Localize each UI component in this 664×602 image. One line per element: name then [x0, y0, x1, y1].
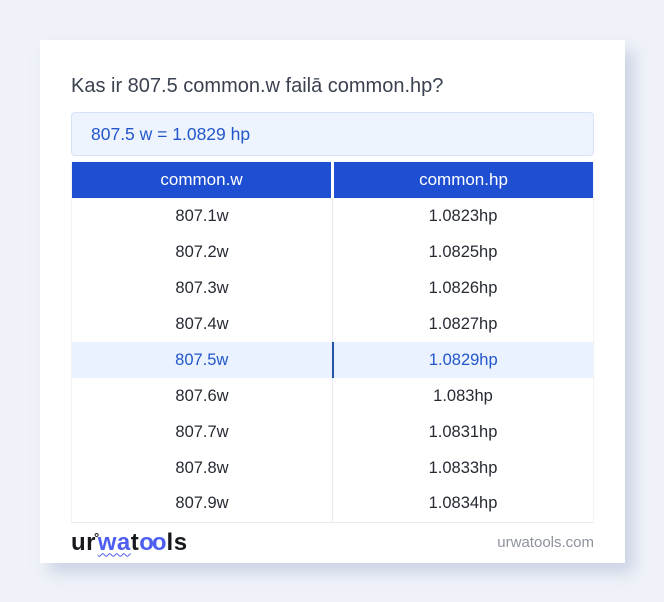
- table-body: 807.1w 1.0823hp 807.2w 1.0825hp 807.3w 1…: [71, 198, 594, 522]
- conversion-card: Kas ir 807.5 common.w failā common.hp? 8…: [40, 40, 625, 563]
- table-row: 807.2w 1.0825hp: [71, 234, 594, 270]
- table-row: 807.3w 1.0826hp: [71, 270, 594, 306]
- table-header-row: common.w common.hp: [71, 162, 594, 198]
- logo-text-ls: ls: [166, 528, 188, 556]
- table-row: 807.5w 1.0829hp: [71, 342, 594, 378]
- hp-value-cell: 1.0827hp: [428, 314, 498, 333]
- card-footer: ur°watools urwatools.com: [71, 523, 594, 563]
- hp-value-cell: 1.0826hp: [428, 278, 498, 297]
- w-value-cell: 807.2w: [71, 234, 333, 270]
- logo-text-ur: ur: [71, 528, 96, 556]
- w-value-cell: 807.3w: [71, 270, 333, 306]
- urwatools-logo[interactable]: ur°watools: [71, 528, 188, 556]
- conversion-result-text: 807.5 w = 1.0829 hp: [91, 124, 251, 144]
- w-value-cell: 807.5w: [71, 342, 334, 378]
- conversion-table: common.w common.hp 807.1w 1.0823hp 807.2…: [71, 162, 594, 523]
- table-row: 807.9w 1.0834hp: [71, 486, 594, 522]
- logo-glasses-oo: oo: [139, 528, 166, 556]
- table-row: 807.4w 1.0827hp: [71, 306, 594, 342]
- hp-value-cell: 1.0823hp: [428, 206, 498, 225]
- hp-value-cell: 1.0825hp: [428, 242, 498, 261]
- w-value-cell: 807.8w: [71, 450, 333, 486]
- site-domain: urwatools.com: [497, 534, 594, 551]
- column-header-w: common.w: [71, 162, 333, 198]
- page-title: Kas ir 807.5 common.w failā common.hp?: [71, 75, 444, 97]
- logo-text-t: t: [130, 528, 140, 556]
- table-row: 807.6w 1.083hp: [71, 378, 594, 414]
- logo-text-wa: wa: [97, 528, 131, 556]
- w-value-cell: 807.6w: [71, 378, 333, 414]
- conversion-result: 807.5 w = 1.0829 hp: [71, 112, 594, 156]
- hp-value-cell: 1.0834hp: [428, 494, 498, 513]
- hp-value-cell: 1.0829hp: [428, 350, 498, 369]
- hp-value-cell: 1.083hp: [433, 386, 493, 405]
- w-value-cell: 807.7w: [71, 414, 333, 450]
- hp-value-cell: 1.0831hp: [428, 422, 498, 441]
- table-row: 807.7w 1.0831hp: [71, 414, 594, 450]
- table-row: 807.1w 1.0823hp: [71, 198, 594, 234]
- table-row: 807.8w 1.0833hp: [71, 450, 594, 486]
- column-header-hp: common.hp: [331, 162, 594, 198]
- w-value-cell: 807.9w: [71, 486, 333, 522]
- w-value-cell: 807.1w: [71, 198, 333, 234]
- w-value-cell: 807.4w: [71, 306, 333, 342]
- logo-degree-mark: °: [94, 529, 100, 545]
- hp-value-cell: 1.0833hp: [428, 458, 498, 477]
